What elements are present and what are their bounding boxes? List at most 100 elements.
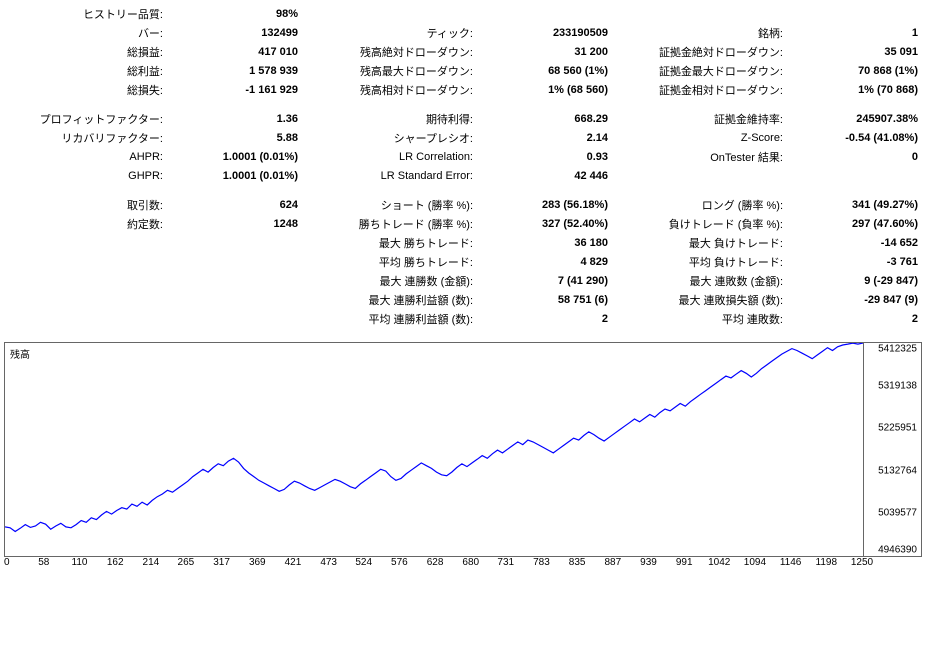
stat-label: プロフィットファクター: [4, 111, 169, 127]
stats-table: ヒストリー品質:98%バー:132499ティック:233190509銘柄:1総損… [4, 4, 925, 328]
stat-value: 68 560 (1%) [479, 65, 614, 77]
stats-row: 取引数:624ショート (勝率 %):283 (56.18%)ロング (勝率 %… [4, 195, 925, 214]
x-tick-label: 783 [533, 557, 550, 568]
x-tick-label: 317 [213, 557, 230, 568]
x-tick-label: 110 [72, 557, 88, 568]
stat-value: 2 [479, 313, 614, 325]
stats-row: 最大 連勝利益額 (数):58 751 (6)最大 連敗損失額 (数):-29 … [4, 290, 925, 309]
y-tick-label: 5412325 [878, 344, 917, 355]
stat-label: 最大 勝ちトレード: [304, 235, 479, 251]
stats-row: ヒストリー品質:98% [4, 4, 925, 23]
stat-value: 1248 [169, 218, 304, 230]
stat-label: バー: [4, 25, 169, 41]
stat-label: 勝ちトレード (勝率 %): [304, 216, 479, 232]
stat-label: 証拠金最大ドローダウン: [614, 63, 789, 79]
x-tick-label: 680 [462, 557, 479, 568]
stat-value: 1% (68 560) [479, 84, 614, 96]
stat-label: GHPR: [4, 170, 169, 182]
x-tick-label: 524 [355, 557, 372, 568]
stat-label: 残高絶対ドローダウン: [304, 44, 479, 60]
stats-row: 総損失:-1 161 929残高相対ドローダウン:1% (68 560)証拠金相… [4, 80, 925, 99]
x-tick-label: 1146 [780, 557, 802, 568]
stats-row: 総損益:417 010残高絶対ドローダウン:31 200証拠金絶対ドローダウン:… [4, 42, 925, 61]
stat-label: シャープレシオ: [304, 130, 479, 146]
stats-row: 平均 勝ちトレード:4 829平均 負けトレード:-3 761 [4, 252, 925, 271]
stat-label: AHPR: [4, 151, 169, 163]
stat-label: 取引数: [4, 197, 169, 213]
stat-label: 平均 連敗数: [614, 311, 789, 327]
stat-value: 327 (52.40%) [479, 218, 614, 230]
stat-value: 2 [789, 313, 924, 325]
x-tick-label: 1250 [851, 557, 873, 568]
stat-label: 証拠金相対ドローダウン: [614, 82, 789, 98]
stat-label: 最大 連勝利益額 (数): [304, 292, 479, 308]
stat-label: 残高相対ドローダウン: [304, 82, 479, 98]
stat-value: 297 (47.60%) [789, 218, 924, 230]
stat-label: ヒストリー品質: [4, 6, 169, 22]
stat-value: 233190509 [479, 27, 614, 39]
stat-label: 平均 勝ちトレード: [304, 254, 479, 270]
y-tick-label: 5225951 [878, 423, 917, 434]
stat-label: 総損益: [4, 44, 169, 60]
stats-row: バー:132499ティック:233190509銘柄:1 [4, 23, 925, 42]
stat-value: 31 200 [479, 46, 614, 58]
stat-value: -1 161 929 [169, 84, 304, 96]
stat-value: 42 446 [479, 170, 614, 182]
chart-title: 残高 [10, 346, 30, 361]
x-tick-label: 473 [320, 557, 337, 568]
x-axis: 0581101622142653173694214735245766286807… [4, 557, 922, 571]
stat-value: 98% [169, 8, 304, 20]
stat-label: 最大 負けトレード: [614, 235, 789, 251]
x-tick-label: 576 [391, 557, 408, 568]
x-tick-label: 887 [604, 557, 621, 568]
x-tick-label: 1042 [708, 557, 730, 568]
stat-value: 1.36 [169, 113, 304, 125]
stat-value: 1 578 939 [169, 65, 304, 77]
stat-value: -29 847 (9) [789, 294, 924, 306]
stat-value: 624 [169, 199, 304, 211]
stat-value: 668.29 [479, 113, 614, 125]
stats-row: 平均 連勝利益額 (数):2平均 連敗数:2 [4, 309, 925, 328]
stat-value: 417 010 [169, 46, 304, 58]
stat-value: 5.88 [169, 132, 304, 144]
stat-label: 平均 連勝利益額 (数): [304, 311, 479, 327]
x-tick-label: 1198 [816, 557, 838, 568]
y-tick-label: 5039577 [878, 508, 917, 519]
stat-label: 約定数: [4, 216, 169, 232]
stat-label: 総損失: [4, 82, 169, 98]
stat-value: 1 [789, 27, 924, 39]
x-tick-label: 369 [249, 557, 266, 568]
stat-label: ショート (勝率 %): [304, 197, 479, 213]
x-tick-label: 939 [640, 557, 657, 568]
stat-label: 最大 連敗数 (金額): [614, 273, 789, 289]
stat-label: 最大 連勝数 (金額): [304, 273, 479, 289]
stat-value: -0.54 (41.08%) [789, 132, 924, 144]
stat-label: 負けトレード (負率 %): [614, 216, 789, 232]
stat-value: 7 (41 290) [479, 275, 614, 287]
x-tick-label: 162 [107, 557, 124, 568]
y-tick-label: 5132764 [878, 465, 917, 476]
stat-value: 341 (49.27%) [789, 199, 924, 211]
x-tick-label: 835 [569, 557, 586, 568]
stat-label: LR Standard Error: [304, 170, 479, 182]
stat-value: 1% (70 868) [789, 84, 924, 96]
stat-value: 4 829 [479, 256, 614, 268]
x-tick-label: 0 [4, 557, 10, 568]
stat-label: リカバリファクター: [4, 130, 169, 146]
stats-row: GHPR:1.0001 (0.01%)LR Standard Error:42 … [4, 166, 925, 185]
stat-label: 証拠金維持率: [614, 111, 789, 127]
x-tick-label: 265 [178, 557, 195, 568]
chart-svg [5, 343, 921, 556]
y-tick-label: 5319138 [878, 380, 917, 391]
stats-row: 総利益:1 578 939残高最大ドローダウン:68 560 (1%)証拠金最大… [4, 61, 925, 80]
stat-value: -3 761 [789, 256, 924, 268]
stat-value: 0 [789, 151, 924, 163]
stat-label: 残高最大ドローダウン: [304, 63, 479, 79]
stat-label: 平均 負けトレード: [614, 254, 789, 270]
stat-value: 1.0001 (0.01%) [169, 170, 304, 182]
stat-label: ロング (勝率 %): [614, 197, 789, 213]
x-tick-label: 214 [143, 557, 160, 568]
stat-label: OnTester 結果: [614, 149, 789, 165]
stat-label: 証拠金絶対ドローダウン: [614, 44, 789, 60]
stat-label: Z-Score: [614, 132, 789, 144]
